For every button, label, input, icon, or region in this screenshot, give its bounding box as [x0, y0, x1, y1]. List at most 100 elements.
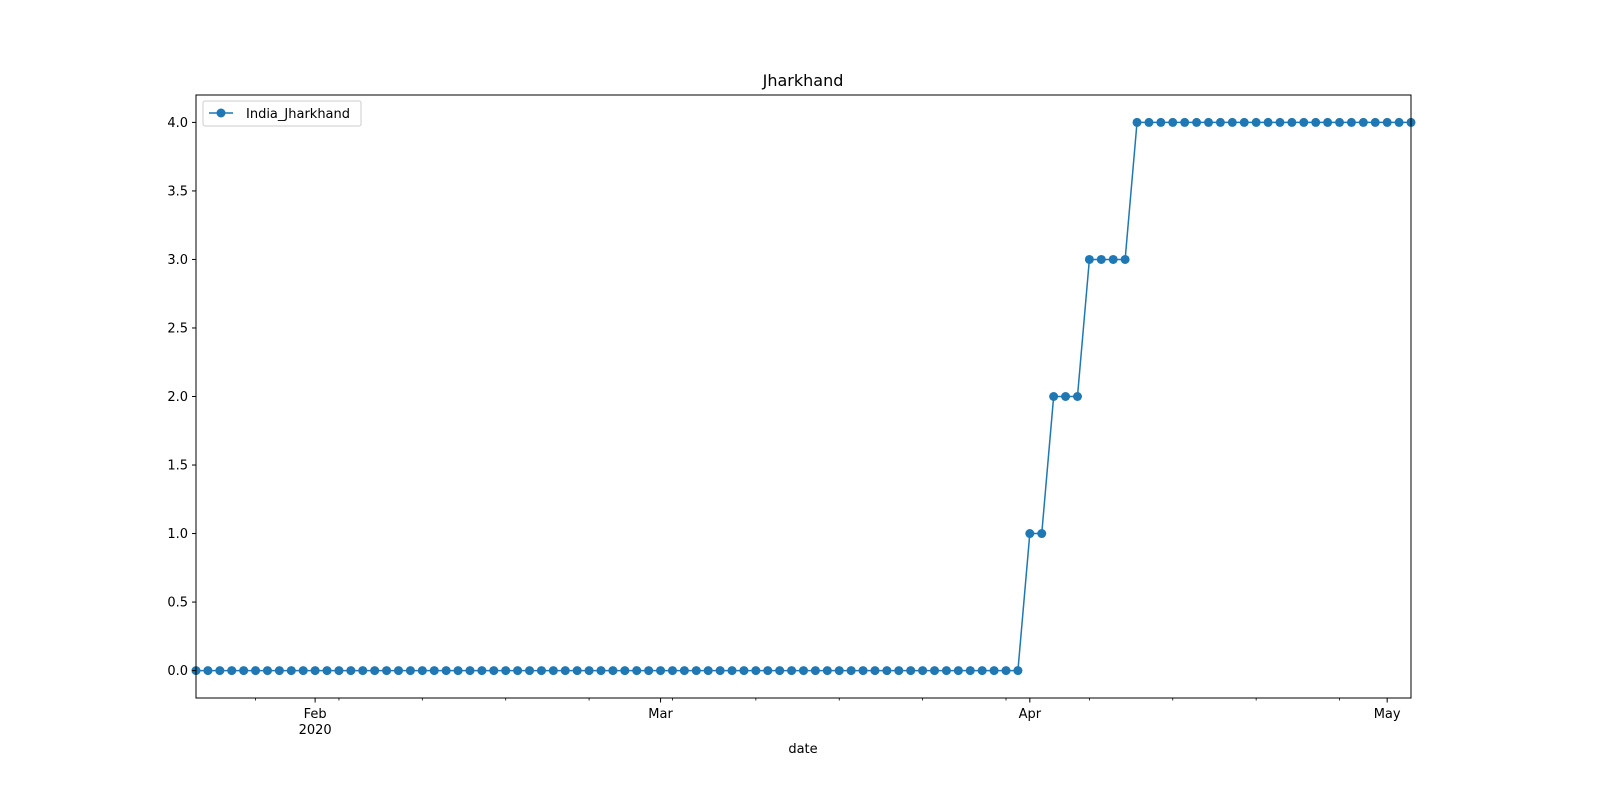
- data-point: [989, 666, 999, 676]
- x-tick-label: Apr: [1019, 707, 1042, 722]
- data-point: [394, 666, 403, 676]
- data-point: [810, 666, 820, 676]
- data-point: [203, 666, 213, 676]
- y-tick-label: 0.0: [167, 664, 188, 679]
- data-point: [1025, 529, 1035, 539]
- data-point: [322, 666, 332, 676]
- data-point: [536, 666, 546, 676]
- data-point: [1311, 117, 1321, 127]
- data-point: [1394, 117, 1404, 127]
- data-point: [453, 666, 463, 676]
- legend: India_Jharkhand: [202, 100, 362, 127]
- data-point: [1382, 117, 1392, 127]
- data-point: [1299, 117, 1309, 127]
- x-tick-label: May: [1374, 707, 1401, 722]
- data-point: [1263, 117, 1273, 127]
- data-point: [358, 666, 368, 676]
- data-point: [608, 666, 618, 676]
- data-point: [227, 666, 237, 676]
- data-point: [525, 666, 535, 676]
- data-point: [334, 666, 344, 676]
- data-point: [251, 666, 261, 676]
- data-point: [834, 666, 844, 676]
- data-point: [953, 666, 963, 676]
- data-point: [775, 666, 785, 676]
- data-point: [1204, 117, 1213, 127]
- data-point: [1335, 117, 1345, 127]
- data-point: [1251, 117, 1261, 127]
- data-point: [941, 666, 951, 676]
- data-point: [822, 666, 832, 676]
- y-tick-label: 2.0: [167, 390, 188, 405]
- data-point: [274, 666, 284, 676]
- series-line: [196, 121, 1411, 672]
- y-tick-label: 1.0: [167, 527, 188, 542]
- data-point: [1132, 117, 1142, 127]
- data-point: [1370, 117, 1380, 127]
- data-point: [370, 666, 380, 676]
- legend-box: [202, 100, 362, 127]
- data-point: [894, 666, 904, 676]
- data-point: [1215, 117, 1225, 127]
- data-point: [477, 666, 487, 676]
- data-point: [584, 666, 594, 676]
- data-point: [298, 666, 308, 676]
- data-point: [1287, 117, 1297, 127]
- y-tick-label: 4.0: [167, 116, 188, 131]
- data-point: [1346, 117, 1356, 127]
- data-point: [1001, 666, 1011, 676]
- data-point: [739, 666, 749, 676]
- data-point: [930, 666, 940, 676]
- data-point: [1049, 392, 1059, 401]
- data-point: [513, 666, 523, 676]
- data-point: [906, 666, 916, 676]
- data-point: [405, 666, 415, 676]
- data-point: [501, 666, 511, 676]
- legend-label: India_Jharkhand: [246, 107, 350, 122]
- data-point: [977, 666, 987, 676]
- x-tick-label: Feb: [304, 707, 327, 722]
- x-tick-label: Mar: [648, 707, 673, 722]
- data-point: [1192, 117, 1202, 127]
- data-point: [727, 666, 737, 676]
- data-point: [1108, 254, 1118, 264]
- data-point: [1239, 117, 1249, 127]
- plot-marks: [191, 117, 1416, 676]
- y-tick-label: 1.5: [167, 459, 188, 474]
- data-point: [1096, 254, 1106, 264]
- data-point: [1084, 254, 1094, 264]
- data-point: [787, 666, 797, 676]
- data-point: [1156, 117, 1166, 127]
- data-point: [382, 666, 392, 676]
- data-point: [703, 666, 713, 676]
- data-point: [1323, 117, 1333, 127]
- data-point: [965, 666, 975, 676]
- data-point: [465, 666, 475, 676]
- data-point: [417, 666, 427, 676]
- data-point: [441, 666, 451, 676]
- data-point: [751, 666, 761, 676]
- data-point: [763, 666, 773, 676]
- data-point: [656, 666, 666, 676]
- data-point: [489, 666, 499, 676]
- data-point: [691, 666, 701, 676]
- data-point: [846, 666, 856, 676]
- data-point: [1180, 117, 1190, 127]
- data-point: [572, 666, 582, 676]
- x-tick-sublabel: 2020: [299, 723, 332, 738]
- data-point: [644, 666, 654, 676]
- plot-frame: [195, 94, 1412, 699]
- data-point: [1120, 254, 1130, 264]
- data-point: [596, 666, 606, 676]
- data-point: [262, 666, 272, 676]
- x-axis-label: date: [788, 742, 817, 757]
- y-tick-label: 3.5: [167, 184, 188, 199]
- data-point: [620, 666, 630, 676]
- data-point: [918, 666, 928, 676]
- data-point: [1168, 117, 1178, 127]
- data-point: [1072, 392, 1082, 401]
- data-point: [429, 666, 439, 676]
- data-point: [882, 666, 892, 676]
